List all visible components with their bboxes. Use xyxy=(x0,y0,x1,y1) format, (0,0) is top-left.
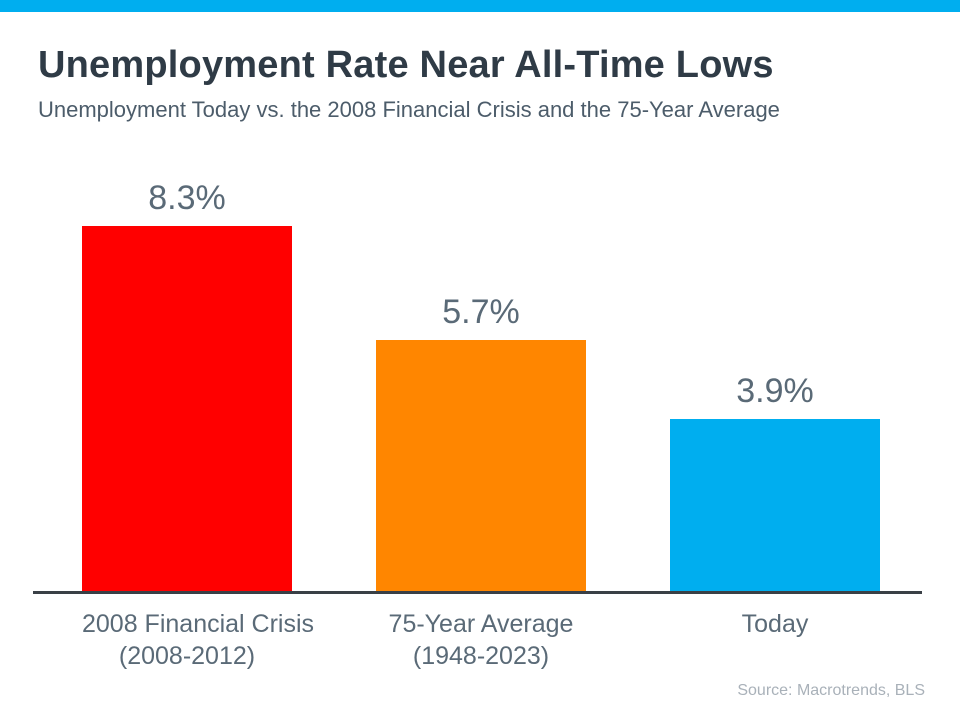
source-text: Source: Macrotrends, BLS xyxy=(737,682,925,699)
value-label-75yr-average: 5.7% xyxy=(442,293,520,331)
bar-chart: 8.3% 5.7% 3.9% 2008 Financial Crisis (20… xyxy=(33,150,922,672)
bar-group-2008-crisis: 8.3% xyxy=(82,179,292,591)
category-label-line2: (1948-2023) xyxy=(412,642,550,670)
x-axis-line xyxy=(33,591,922,594)
accent-strip xyxy=(0,0,960,12)
chart-subtitle: Unemployment Today vs. the 2008 Financia… xyxy=(38,97,780,122)
bar-group-today: 3.9% xyxy=(670,372,880,591)
chart-title: Unemployment Rate Near All-Time Lows xyxy=(38,44,774,86)
plot-area: 8.3% 5.7% 3.9% xyxy=(33,150,922,591)
category-label-line1: 2008 Financial Crisis xyxy=(82,610,315,638)
bar-2008-crisis xyxy=(82,226,292,591)
category-label-line2: (2008-2012) xyxy=(118,642,256,670)
category-label-line1: 75-Year Average xyxy=(388,610,574,638)
bar-75yr-average xyxy=(376,340,586,591)
value-label-2008-crisis: 8.3% xyxy=(148,179,226,217)
bar-group-75yr-average: 5.7% xyxy=(376,293,586,591)
category-label-75yr-average: 75-Year Average (1948-2023) xyxy=(376,608,586,672)
bar-today xyxy=(670,419,880,591)
value-label-today: 3.9% xyxy=(736,372,814,410)
category-label-2008-crisis: 2008 Financial Crisis (2008-2012) xyxy=(82,608,315,672)
category-label-today: Today xyxy=(670,608,880,672)
category-label-line1: Today xyxy=(741,610,809,638)
category-axis: 2008 Financial Crisis (2008-2012) 75-Yea… xyxy=(33,608,922,672)
